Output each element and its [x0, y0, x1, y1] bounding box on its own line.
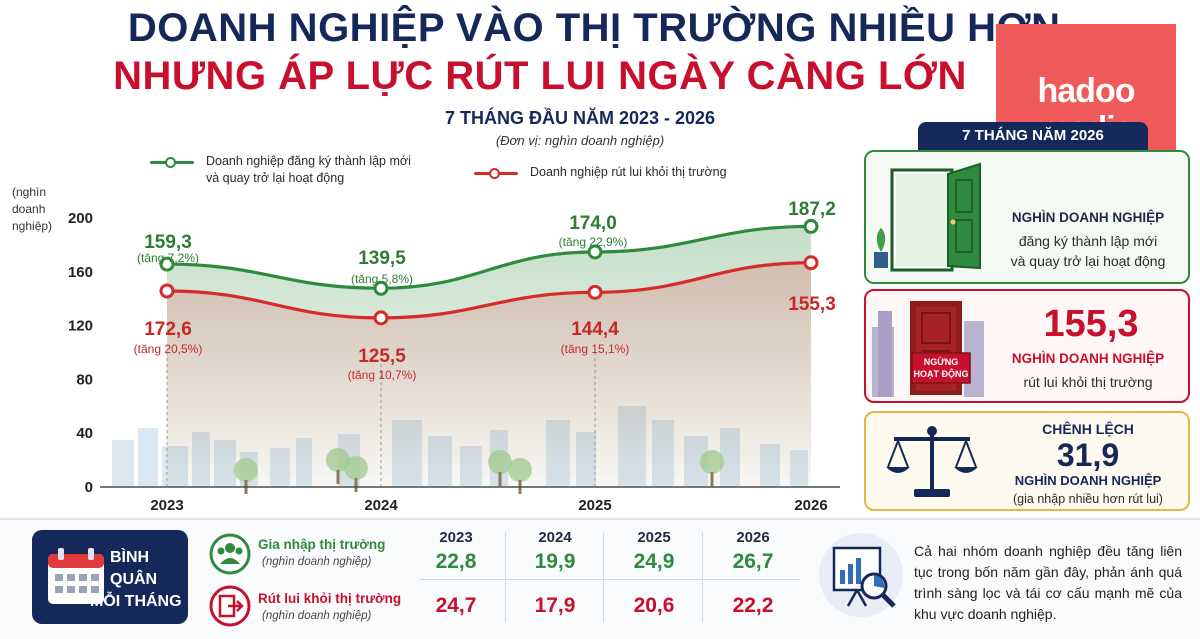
x-tick-label: 2026: [794, 497, 827, 514]
red-value-label: 144,4: [571, 319, 619, 340]
legend-label-green-line1: Doanh nghiệp đăng ký thành lập mới: [206, 154, 411, 168]
monthly-average-box: BÌNH QUÂN MỖI THÁNG: [32, 530, 188, 624]
red-series-line: [166, 261, 812, 320]
card-new-enterprises: NGHÌN DOANH NGHIỆP đăng ký thành lập mới…: [864, 150, 1190, 284]
exit-market-icon: [209, 585, 251, 627]
exit-value-cell: 22,2: [732, 594, 774, 617]
green-value-label: 139,5: [358, 248, 406, 269]
card3-desc: (gia nhập nhiều hơn rút lui): [1013, 492, 1163, 506]
open-door-icon: [874, 162, 981, 272]
closed-door-icon: NGỪNG HOẠT ĐỘNG: [872, 301, 984, 397]
red-growth-label: (tăng 10,7%): [348, 368, 417, 382]
green-series-point: [803, 218, 819, 234]
red-value-label: 172,6: [144, 319, 192, 340]
green-growth-label: (tăng 5,8%): [351, 272, 413, 286]
card2-label: NGHÌN DOANH NGHIỆP: [1011, 351, 1165, 366]
calendar-icon: [48, 548, 104, 604]
y-tick-label: 40: [76, 425, 93, 442]
y-tick-label: 200: [68, 210, 93, 227]
avg-text-line2: QUÂN: [110, 571, 158, 588]
avg-text-line1: BÌNH: [110, 549, 150, 566]
y-axis-label: (nghìn: [12, 185, 46, 199]
legend-item-green: Doanh nghiệp đăng ký thành lập mới và qu…: [150, 153, 450, 189]
join-market-icon: [209, 533, 251, 575]
chart-subtitle: 7 THÁNG ĐẦU NĂM 2023 - 2026: [444, 108, 716, 128]
legend-item-red: Doanh nghiệp rút lui khỏi thị trường: [474, 164, 774, 184]
red-value-label: 155,3: [788, 294, 836, 315]
red-series-area: [167, 262, 811, 486]
presentation-chart-icon: [819, 533, 903, 617]
exit-value-cell: 17,9: [534, 594, 576, 617]
red-value-label: 125,5: [358, 346, 406, 367]
avg-text-line3: MỖI THÁNG: [90, 593, 182, 610]
green-series-line: [166, 224, 812, 290]
summary-note: Cả hai nhóm doanh nghiệp đều tăng liên t…: [914, 543, 1182, 622]
legend-key-red: [474, 168, 518, 179]
card3-title: CHÊNH LỆCH: [1042, 421, 1134, 437]
row-sub-exit: (nghìn doanh nghiệp): [262, 610, 372, 622]
exit-value-cell: 20,6: [633, 594, 675, 617]
row-sub-join: (nghìn doanh nghiệp): [262, 556, 372, 568]
card1-label: NGHÌN DOANH NGHIỆP: [1011, 210, 1165, 225]
table-divider: [420, 579, 800, 580]
card1-desc-line2: và quay trở lại hoạt động: [1010, 253, 1166, 269]
table-year-header: 2026: [736, 529, 770, 546]
legend-key-green: [150, 157, 194, 168]
sign-text-line2: HOẠT ĐỘNG: [914, 368, 969, 379]
panel-header: 7 THÁNG NĂM 2026: [918, 122, 1148, 150]
scale-icon: [886, 426, 978, 497]
y-axis-label: doanh: [12, 202, 45, 216]
red-series-point: [373, 310, 389, 326]
main-title-line2: NHƯNG ÁP LỰC RÚT LUI NGÀY CÀNG LỚN: [113, 54, 967, 98]
card2-value: 155,3: [1043, 303, 1139, 345]
green-value-label: 159,3: [144, 232, 192, 253]
monthly-average-band: [0, 518, 1200, 639]
red-series-point: [803, 255, 819, 271]
red-growth-label: (tăng 15,1%): [561, 342, 630, 356]
green-value-label: 174,0: [569, 213, 617, 234]
green-growth-label: (tăng 22,9%): [559, 235, 628, 249]
y-tick-label: 160: [68, 264, 93, 281]
logo-word-1: hadoo: [1037, 72, 1136, 110]
red-series-point: [587, 284, 603, 300]
y-axis-label: nghiệp): [12, 219, 52, 233]
table-year-header: 2023: [439, 529, 473, 546]
card3-value: 31,9: [1056, 437, 1120, 473]
green-value-label: 187,2: [788, 199, 836, 220]
x-tick-label: 2025: [578, 497, 611, 514]
green-series-point: [587, 244, 603, 260]
row-label-join: Gia nhập thị trường: [258, 537, 386, 552]
red-series-point: [159, 283, 175, 299]
legend-label-green-line2: và quay trở lại hoạt động: [206, 171, 345, 185]
join-value-cell: 22,8: [435, 550, 477, 573]
y-tick-label: 80: [76, 371, 93, 388]
line-chart: 0 40 80 120 160 200 (nghìn doanh nghiệp) 2023 2024…: [12, 185, 840, 514]
card-difference: CHÊNH LỆCH 31,9 NGHÌN DOANH NGHIỆP (gia …: [864, 411, 1190, 511]
sign-text-line1: NGỪNG: [924, 356, 958, 367]
green-series-point: [159, 256, 175, 272]
join-value-cell: 26,7: [732, 550, 774, 573]
card2-desc: rút lui khỏi thị trường: [1023, 374, 1153, 390]
main-title-line1: DOANH NGHIỆP VÀO THỊ TRƯỜNG NHIỀU HƠN,: [127, 6, 1073, 50]
card3-label: NGHÌN DOANH NGHIỆP: [1014, 473, 1162, 488]
green-series-point: [373, 280, 389, 296]
y-tick-label: 120: [68, 318, 93, 335]
join-value-cell: 19,9: [534, 550, 576, 573]
red-growth-label: (tăng 20,5%): [134, 342, 203, 356]
unit-note: (Đơn vị: nghìn doanh nghiệp): [495, 133, 665, 148]
row-label-exit: Rút lui khỏi thị trường: [258, 591, 402, 606]
card1-desc-line1: đăng ký thành lập mới: [1018, 233, 1158, 249]
legend-label-red: Doanh nghiệp rút lui khỏi thị trường: [530, 165, 727, 179]
table-year-header: 2025: [637, 529, 671, 546]
exit-value-cell: 24,7: [435, 594, 477, 617]
join-value-cell: 24,9: [633, 550, 675, 573]
green-growth-label: (tăng 7,2%): [137, 251, 199, 265]
x-tick-label: 2024: [364, 497, 398, 514]
x-tick-label: 2023: [150, 497, 183, 514]
card-exited-enterprises: NGỪNG HOẠT ĐỘNG 155,3 NGHÌN DOANH NGHIỆP…: [864, 289, 1190, 403]
y-tick-label: 0: [85, 479, 93, 496]
table-year-header: 2024: [538, 529, 572, 546]
